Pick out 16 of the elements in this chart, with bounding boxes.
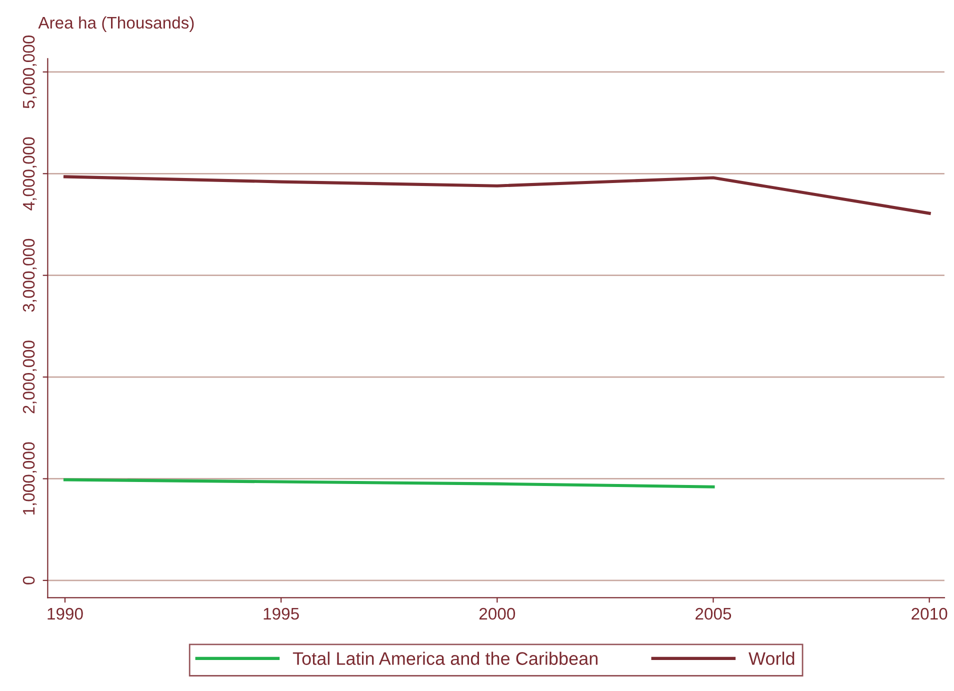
legend-label: World [748,652,794,665]
y-tick-label: 2,000,000 [22,340,37,414]
line-series [63,175,931,215]
y-tick-label: 3,000,000 [22,238,37,312]
y-tick-label: 4,000,000 [22,137,37,210]
x-tick-label: 2000 [479,608,516,620]
x-tick-label: 1990 [48,608,83,620]
y-tick-label: 1,000,000 [22,442,37,515]
x-tick-label: 1995 [264,608,299,620]
y-tick-label: 5,000,000 [22,36,37,108]
legend-label: Total Latin America and the Caribbean [292,652,598,665]
y-axis-title: Area ha (Thousands) [38,16,194,32]
line-series [63,478,715,488]
x-tick-label: 2010 [912,608,948,620]
y-tick-label: 0 [22,576,35,584]
x-tick-label: 2005 [696,608,732,620]
